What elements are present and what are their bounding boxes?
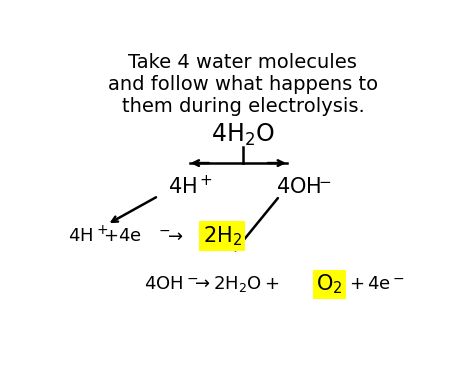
Text: $\mathregular{\rightarrow 2H_2O +}$: $\mathregular{\rightarrow 2H_2O +}$ <box>191 275 280 295</box>
Text: $\mathregular{4OH}$: $\mathregular{4OH}$ <box>276 177 321 197</box>
Text: $\mathregular{4OH}$: $\mathregular{4OH}$ <box>144 276 183 293</box>
Text: Take 4 water molecules
and follow what happens to
them during electrolysis.: Take 4 water molecules and follow what h… <box>108 53 378 116</box>
Text: $-$: $-$ <box>392 271 404 285</box>
Text: $-$: $-$ <box>318 173 331 188</box>
Text: $\mathregular{4H_2O}$: $\mathregular{4H_2O}$ <box>211 121 275 148</box>
Text: $\mathregular{+ \, 4e}$: $\mathregular{+ \, 4e}$ <box>349 276 391 293</box>
Text: $+$: $+$ <box>96 223 108 237</box>
Text: $\mathregular{4H}$: $\mathregular{4H}$ <box>68 227 93 245</box>
Text: $-$: $-$ <box>186 271 198 285</box>
Text: $\mathregular{+ 4e}$: $\mathregular{+ 4e}$ <box>103 227 142 245</box>
Text: $-$: $-$ <box>158 223 171 237</box>
Text: $\rightarrow$: $\rightarrow$ <box>164 227 183 245</box>
Text: $\mathregular{4H}$: $\mathregular{4H}$ <box>168 177 197 197</box>
Text: $\mathregular{2H_2}$: $\mathregular{2H_2}$ <box>202 224 242 248</box>
Text: $\mathregular{O_2}$: $\mathregular{O_2}$ <box>316 273 343 296</box>
Text: $+$: $+$ <box>199 173 212 188</box>
